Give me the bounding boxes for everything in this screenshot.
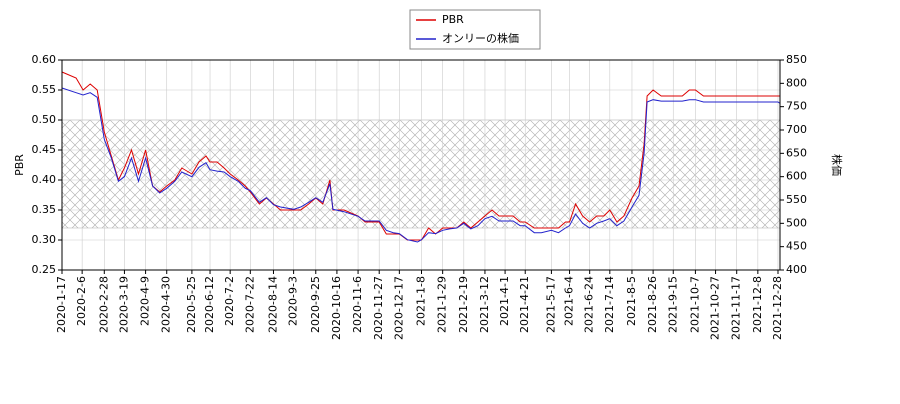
x-tick-label: 2021-5-17 <box>544 276 557 333</box>
series-line <box>61 87 781 243</box>
x-tick-label: 2021-7-14 <box>603 276 616 333</box>
y2-tick-label: 450 <box>786 240 807 253</box>
x-tick-label: 2020-2-6 <box>75 276 88 326</box>
x-tick-label: 2021-12-8 <box>751 276 764 333</box>
x-tick-label: 2021-1-8 <box>415 276 428 326</box>
y-tick-label: 0.25 <box>32 263 57 276</box>
y-tick-label: 0.30 <box>32 233 57 246</box>
x-tick-label: 2021-6-24 <box>583 276 596 333</box>
x-tick-label: 2021-10-27 <box>709 276 722 340</box>
x-tick-label: 2021-4-21 <box>518 276 531 333</box>
legend-label: PBR <box>442 13 464 26</box>
y2-tick-label: 600 <box>786 170 807 183</box>
x-tick-label: 2020-3-19 <box>117 276 130 333</box>
x-tick-label: 2020-11-27 <box>372 276 385 340</box>
x-tick-label: 2020-1-17 <box>55 276 68 333</box>
x-tick-label: 2020-6-12 <box>203 276 216 333</box>
y2-tick-label: 500 <box>786 216 807 229</box>
x-tick-label: 2021-10-7 <box>688 276 701 333</box>
x-tick-label: 2021-8-26 <box>646 276 659 333</box>
y2-tick-label: 750 <box>786 100 807 113</box>
x-tick-label: 2020-2-28 <box>97 276 110 333</box>
reference-band <box>61 119 781 229</box>
x-tick-label: 2020-8-14 <box>266 276 279 333</box>
y2-tick-label: 400 <box>786 263 807 276</box>
y-tick-label: 0.55 <box>32 83 57 96</box>
x-tick-label: 2020-7-22 <box>243 276 256 333</box>
x-tick-label: 2020-9-25 <box>309 276 322 333</box>
x-tick-label: 2020-4-30 <box>160 276 173 333</box>
x-tick-label: 2020-12-17 <box>392 276 405 340</box>
y2-tick-label: 550 <box>786 193 807 206</box>
x-tick-label: 2021-12-28 <box>771 276 784 340</box>
x-tick-label: 2020-10-16 <box>330 276 343 340</box>
x-tick-label: 2021-3-12 <box>478 276 491 333</box>
y2-tick-label: 700 <box>786 123 807 136</box>
x-tick-label: 2021-1-29 <box>436 276 449 333</box>
x-tick-label: 2021-8-5 <box>625 276 638 326</box>
y-axis-label: PBR <box>13 154 26 176</box>
x-tick-label: 2020-9-3 <box>287 276 300 326</box>
y-tick-label: 0.35 <box>32 203 57 216</box>
x-tick-label: 2021-9-15 <box>666 276 679 333</box>
y-tick-label: 0.60 <box>32 53 57 66</box>
y-tick-label: 0.40 <box>32 173 57 186</box>
x-tick-label: 2021-4-1 <box>498 276 511 326</box>
y-tick-label: 0.45 <box>32 143 57 156</box>
y2-tick-label: 800 <box>786 76 807 89</box>
y2-tick-label: 650 <box>786 146 807 159</box>
y2-tick-label: 850 <box>786 53 807 66</box>
legend <box>409 9 541 50</box>
x-tick-label: 2021-11-17 <box>730 276 743 340</box>
plot-frame <box>61 59 781 271</box>
x-tick-label: 2020-4-9 <box>139 276 152 326</box>
x-tick-label: 2020-11-6 <box>351 276 364 333</box>
x-tick-label: 2020-5-25 <box>185 276 198 333</box>
x-tick-label: 2021-2-19 <box>457 276 470 333</box>
legend-label: オンリーの株価 <box>442 31 519 45</box>
x-tick-label: 2020-7-2 <box>223 276 236 326</box>
x-tick-label: 2021-6-4 <box>563 276 576 326</box>
y-tick-label: 0.50 <box>32 113 57 126</box>
y2-axis-label: 株価 <box>830 154 844 176</box>
